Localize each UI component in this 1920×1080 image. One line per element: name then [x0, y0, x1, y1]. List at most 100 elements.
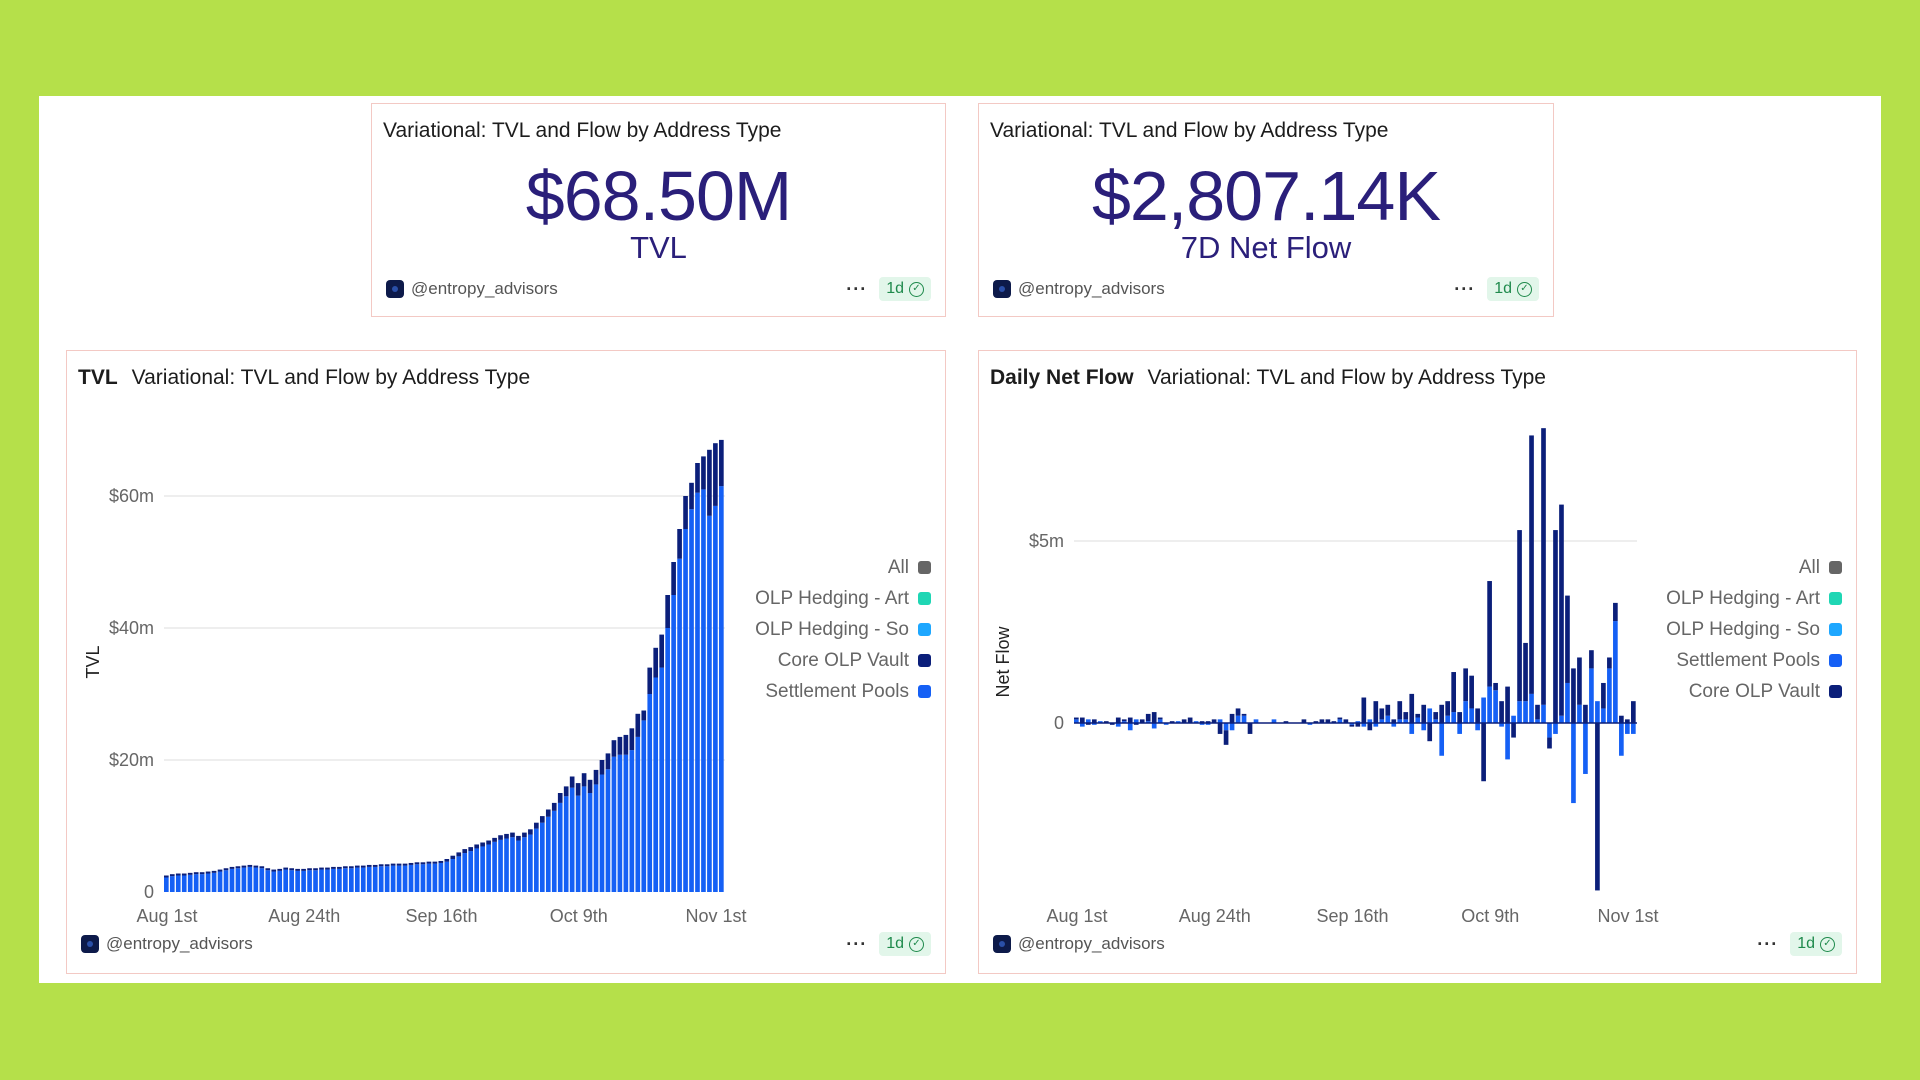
bar-core-olp-vault: [474, 844, 479, 849]
bar-core-olp-vault: [1631, 701, 1636, 723]
legend-swatch: [1829, 654, 1842, 667]
legend-label: OLP Hedging - Art: [1666, 587, 1820, 609]
bar-settlement-pools: [1541, 704, 1546, 723]
bar-core-olp-vault: [1331, 721, 1337, 723]
bar-settlement-pools: [516, 840, 521, 892]
bar-core-olp-vault: [1499, 701, 1504, 723]
bar-core-olp-vault: [1397, 701, 1403, 720]
legend-item[interactable]: Settlement Pools: [765, 681, 931, 702]
more-menu-button[interactable]: ···: [846, 933, 868, 954]
y-tick-label: $60m: [109, 486, 154, 506]
bar-core-olp-vault: [337, 866, 342, 869]
bar-settlement-pools: [539, 822, 545, 892]
author-link[interactable]: @entropy_advisors: [411, 279, 558, 298]
bar-core-olp-vault: [528, 829, 533, 835]
bar-settlement-pools: [360, 867, 366, 892]
check-icon: ✓: [1517, 281, 1532, 297]
bar-settlement-pools: [498, 839, 503, 892]
bar-core-olp-vault: [510, 832, 515, 838]
legend-item[interactable]: All: [1799, 557, 1842, 578]
refresh-badge[interactable]: 1d ✓: [879, 932, 931, 956]
more-menu-button[interactable]: ···: [1757, 933, 1779, 954]
bar-core-olp-vault: [611, 740, 617, 757]
bar-settlement-pools: [545, 816, 551, 892]
bar-core-olp-vault: [1079, 717, 1085, 723]
bar-core-olp-vault: [1583, 704, 1588, 723]
legend-item[interactable]: All: [888, 557, 931, 578]
bar-settlement-pools: [522, 837, 527, 892]
legend-swatch: [918, 561, 931, 574]
check-icon: ✓: [909, 281, 924, 297]
bar-settlement-pools: [569, 787, 575, 892]
bar-settlement-pools: [1349, 723, 1355, 725]
bar-settlement-pools: [647, 694, 653, 892]
bar-settlement-pools: [1607, 668, 1612, 723]
author-link[interactable]: @entropy_advisors: [1018, 279, 1165, 298]
bar-settlement-pools: [1097, 721, 1103, 723]
refresh-badge[interactable]: 1d ✓: [1790, 932, 1842, 956]
bar-settlement-pools: [557, 802, 563, 892]
bar-core-olp-vault: [205, 871, 211, 874]
bar-settlement-pools: [1625, 723, 1630, 734]
bar-core-olp-vault: [1517, 530, 1522, 702]
bar-core-olp-vault: [1541, 428, 1546, 705]
bar-settlement-pools: [1091, 723, 1097, 725]
bar-settlement-pools: [1475, 723, 1480, 731]
card-footer: @entropy_advisors ··· 1d ✓: [993, 931, 1842, 957]
kpi-value: $68.50M: [525, 157, 792, 235]
bar-core-olp-vault: [1559, 504, 1564, 716]
bar-core-olp-vault: [1187, 717, 1193, 723]
bar-core-olp-vault: [1283, 721, 1289, 723]
bar-core-olp-vault: [223, 868, 229, 871]
legend-item[interactable]: OLP Hedging - So: [1666, 619, 1842, 640]
bar-settlement-pools: [1271, 719, 1277, 723]
bar-settlement-pools: [1571, 723, 1576, 804]
more-menu-button[interactable]: ···: [1454, 278, 1476, 299]
bar-core-olp-vault: [295, 868, 300, 871]
card-title: TVL Variational: TVL and Flow by Address …: [78, 366, 530, 390]
bar-core-olp-vault: [1433, 712, 1439, 720]
bar-settlement-pools: [354, 867, 360, 892]
legend-item[interactable]: Core OLP Vault: [1689, 681, 1842, 702]
bar-settlement-pools: [1373, 723, 1379, 727]
bar-core-olp-vault: [1109, 723, 1115, 725]
legend-item[interactable]: OLP Hedging - So: [755, 619, 931, 640]
bar-core-olp-vault: [1391, 719, 1397, 723]
bar-core-olp-vault: [486, 840, 491, 845]
bar-settlement-pools: [181, 875, 187, 892]
author-link[interactable]: @entropy_advisors: [106, 934, 253, 953]
bar-core-olp-vault: [271, 869, 277, 872]
bar-settlement-pools: [390, 865, 396, 892]
author-link[interactable]: @entropy_advisors: [1018, 934, 1165, 953]
bar-settlement-pools: [1631, 723, 1636, 734]
kpi-label: TVL: [630, 230, 687, 265]
legend-item[interactable]: Core OLP Vault: [778, 650, 931, 671]
bar-core-olp-vault: [1403, 712, 1409, 720]
x-tick-label: Aug 1st: [136, 906, 197, 926]
bar-settlement-pools: [462, 853, 468, 892]
more-menu-button[interactable]: ···: [846, 278, 868, 299]
bar-core-olp-vault: [1469, 675, 1474, 709]
x-tick-label: Sep 16th: [405, 906, 477, 926]
legend-item[interactable]: Settlement Pools: [1676, 650, 1842, 671]
refresh-badge[interactable]: 1d ✓: [879, 277, 931, 301]
bar-settlement-pools: [468, 851, 474, 892]
bar-settlement-pools: [1151, 723, 1157, 729]
bar-core-olp-vault: [1343, 719, 1349, 723]
bar-settlement-pools: [1463, 701, 1468, 723]
bar-core-olp-vault: [1421, 704, 1427, 723]
refresh-badge[interactable]: 1d ✓: [1487, 277, 1539, 301]
bar-settlement-pools: [1547, 723, 1552, 738]
bar-core-olp-vault: [593, 769, 599, 785]
legend-item[interactable]: OLP Hedging - Art: [755, 588, 931, 609]
bar-settlement-pools: [175, 875, 181, 892]
legend-label: OLP Hedging - So: [1666, 618, 1820, 640]
legend-item[interactable]: OLP Hedging - Art: [1666, 588, 1842, 609]
bar-core-olp-vault: [653, 647, 659, 678]
bar-settlement-pools: [408, 864, 414, 892]
bar-settlement-pools: [1457, 723, 1462, 734]
bar-settlement-pools: [1493, 690, 1498, 723]
bar-core-olp-vault: [468, 847, 474, 852]
bar-settlement-pools: [1223, 723, 1229, 731]
bar-settlement-pools: [235, 868, 241, 892]
